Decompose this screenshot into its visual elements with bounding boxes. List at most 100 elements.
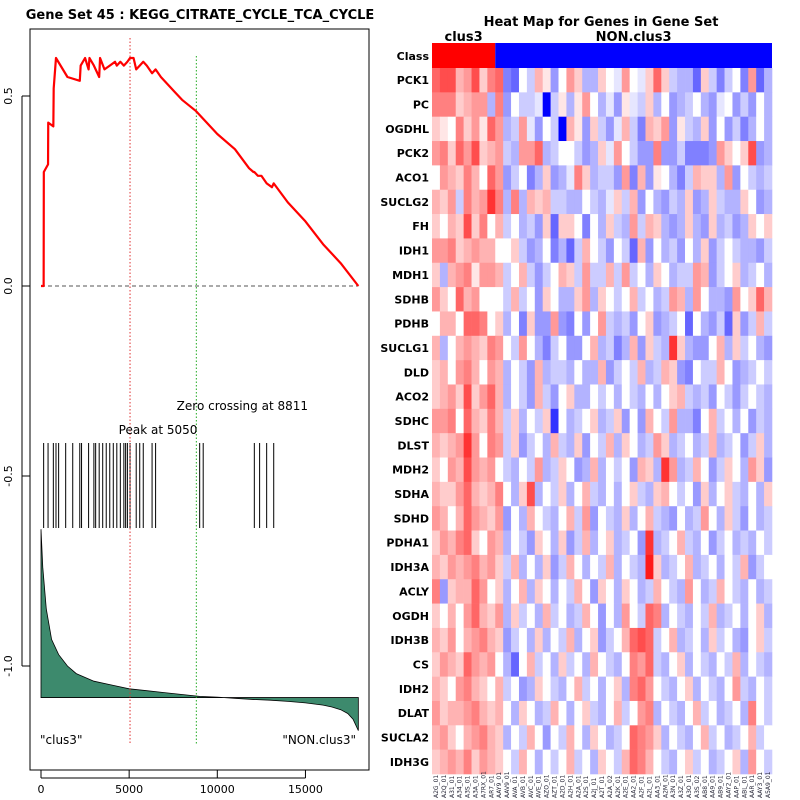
heat-cell: [629, 700, 638, 726]
heat-cell: [534, 116, 543, 142]
heat-cell: [495, 141, 504, 166]
heat-cell: [645, 360, 654, 385]
heat-cell: [740, 433, 749, 458]
heat-cell: [471, 214, 480, 239]
heat-cell: [732, 652, 741, 677]
heat-cell: [503, 676, 512, 702]
heat-cell: [685, 603, 694, 629]
heat-cell: [487, 141, 496, 166]
heat-cell: [764, 530, 773, 556]
heat-cell: [558, 700, 567, 726]
heat-cell: [590, 116, 599, 142]
heat-cell: [677, 433, 686, 458]
heat-cell: [613, 116, 623, 142]
heat-cell: [621, 68, 630, 93]
heat-cell: [637, 457, 646, 483]
heat-cell: [661, 481, 670, 507]
heat-cell: [629, 238, 638, 264]
heat-cell: [558, 360, 567, 385]
heat-cell: [653, 189, 662, 215]
heat-cell: [487, 360, 496, 385]
heat-cell: [732, 408, 741, 434]
heat-cell: [447, 700, 457, 726]
heat-cell: [495, 457, 504, 483]
sample-label: ABL_01: [741, 776, 748, 798]
heat-cell: [621, 189, 630, 215]
heat-cell: [598, 214, 607, 239]
right-group-label: "NON.clus3": [282, 733, 356, 747]
heat-cell: [479, 579, 488, 604]
heat-cell: [645, 92, 654, 117]
heat-cell: [471, 433, 480, 458]
heat-cell: [756, 579, 765, 604]
heat-cell: [605, 652, 615, 677]
heat-cell: [621, 530, 630, 556]
heat-cell: [471, 579, 480, 604]
sample-label: A5A9_01: [765, 771, 772, 798]
heat-cell: [700, 603, 710, 629]
heat-cell: [526, 627, 536, 653]
gene-label: OGDH: [392, 610, 429, 623]
heat-cell: [685, 189, 694, 215]
heat-cell: [487, 165, 496, 191]
heat-cell: [708, 262, 717, 288]
group-bar: [495, 43, 772, 68]
heat-cell: [621, 335, 630, 361]
heat-cell: [582, 506, 591, 531]
sample-label: A2H_01: [567, 775, 574, 798]
heat-cell: [756, 92, 765, 117]
heat-cell: [518, 408, 528, 434]
heat-cell: [764, 433, 773, 458]
heat-cell: [503, 725, 512, 750]
heat-cell: [439, 311, 449, 337]
heat-cell: [566, 408, 575, 434]
heat-cell: [511, 165, 520, 191]
heat-cell: [700, 457, 710, 483]
heat-cell: [511, 311, 520, 337]
heat-cell: [677, 506, 686, 531]
heat-cell: [574, 384, 583, 410]
heat-cell: [495, 214, 504, 239]
heat-cell: [550, 433, 559, 458]
heat-cell: [732, 481, 741, 507]
heat-cell: [756, 238, 765, 264]
heat-cell: [756, 700, 765, 726]
heat-cell: [455, 433, 464, 458]
sample-label: A2S_01: [583, 775, 590, 798]
heat-cell: [542, 530, 551, 556]
heat-cell: [439, 579, 449, 604]
heat-cell: [582, 627, 591, 653]
heat-cell: [590, 749, 599, 775]
heat-cell: [558, 92, 567, 117]
heat-cell: [708, 92, 717, 117]
heat-cell: [574, 627, 583, 653]
heat-cell: [605, 725, 615, 750]
heat-cell: [487, 457, 496, 483]
heat-cell: [463, 603, 472, 629]
heat-cell: [653, 433, 662, 458]
heat-cell: [748, 457, 757, 483]
heat-cell: [613, 141, 623, 166]
heat-cell: [700, 141, 710, 166]
heat-cell: [716, 433, 725, 458]
heat-cell: [471, 530, 480, 556]
heat-cell: [677, 408, 686, 434]
heat-cell: [740, 141, 749, 166]
heat-cell: [629, 68, 638, 93]
heat-cell: [669, 749, 678, 775]
heat-cell: [708, 749, 717, 775]
heat-cell: [756, 68, 765, 93]
heat-cell: [708, 700, 717, 726]
heat-cell: [605, 335, 615, 361]
heat-cell: [432, 652, 441, 677]
heat-cell: [692, 116, 702, 142]
heat-cell: [724, 579, 733, 604]
heat-cell: [582, 262, 591, 288]
heat-cell: [471, 68, 480, 93]
heat-cell: [471, 287, 480, 312]
heat-cell: [621, 360, 630, 385]
heat-cell: [550, 579, 559, 604]
sample-label: AVE_01: [536, 776, 543, 798]
heat-cell: [534, 311, 543, 337]
heat-cell: [653, 116, 662, 142]
